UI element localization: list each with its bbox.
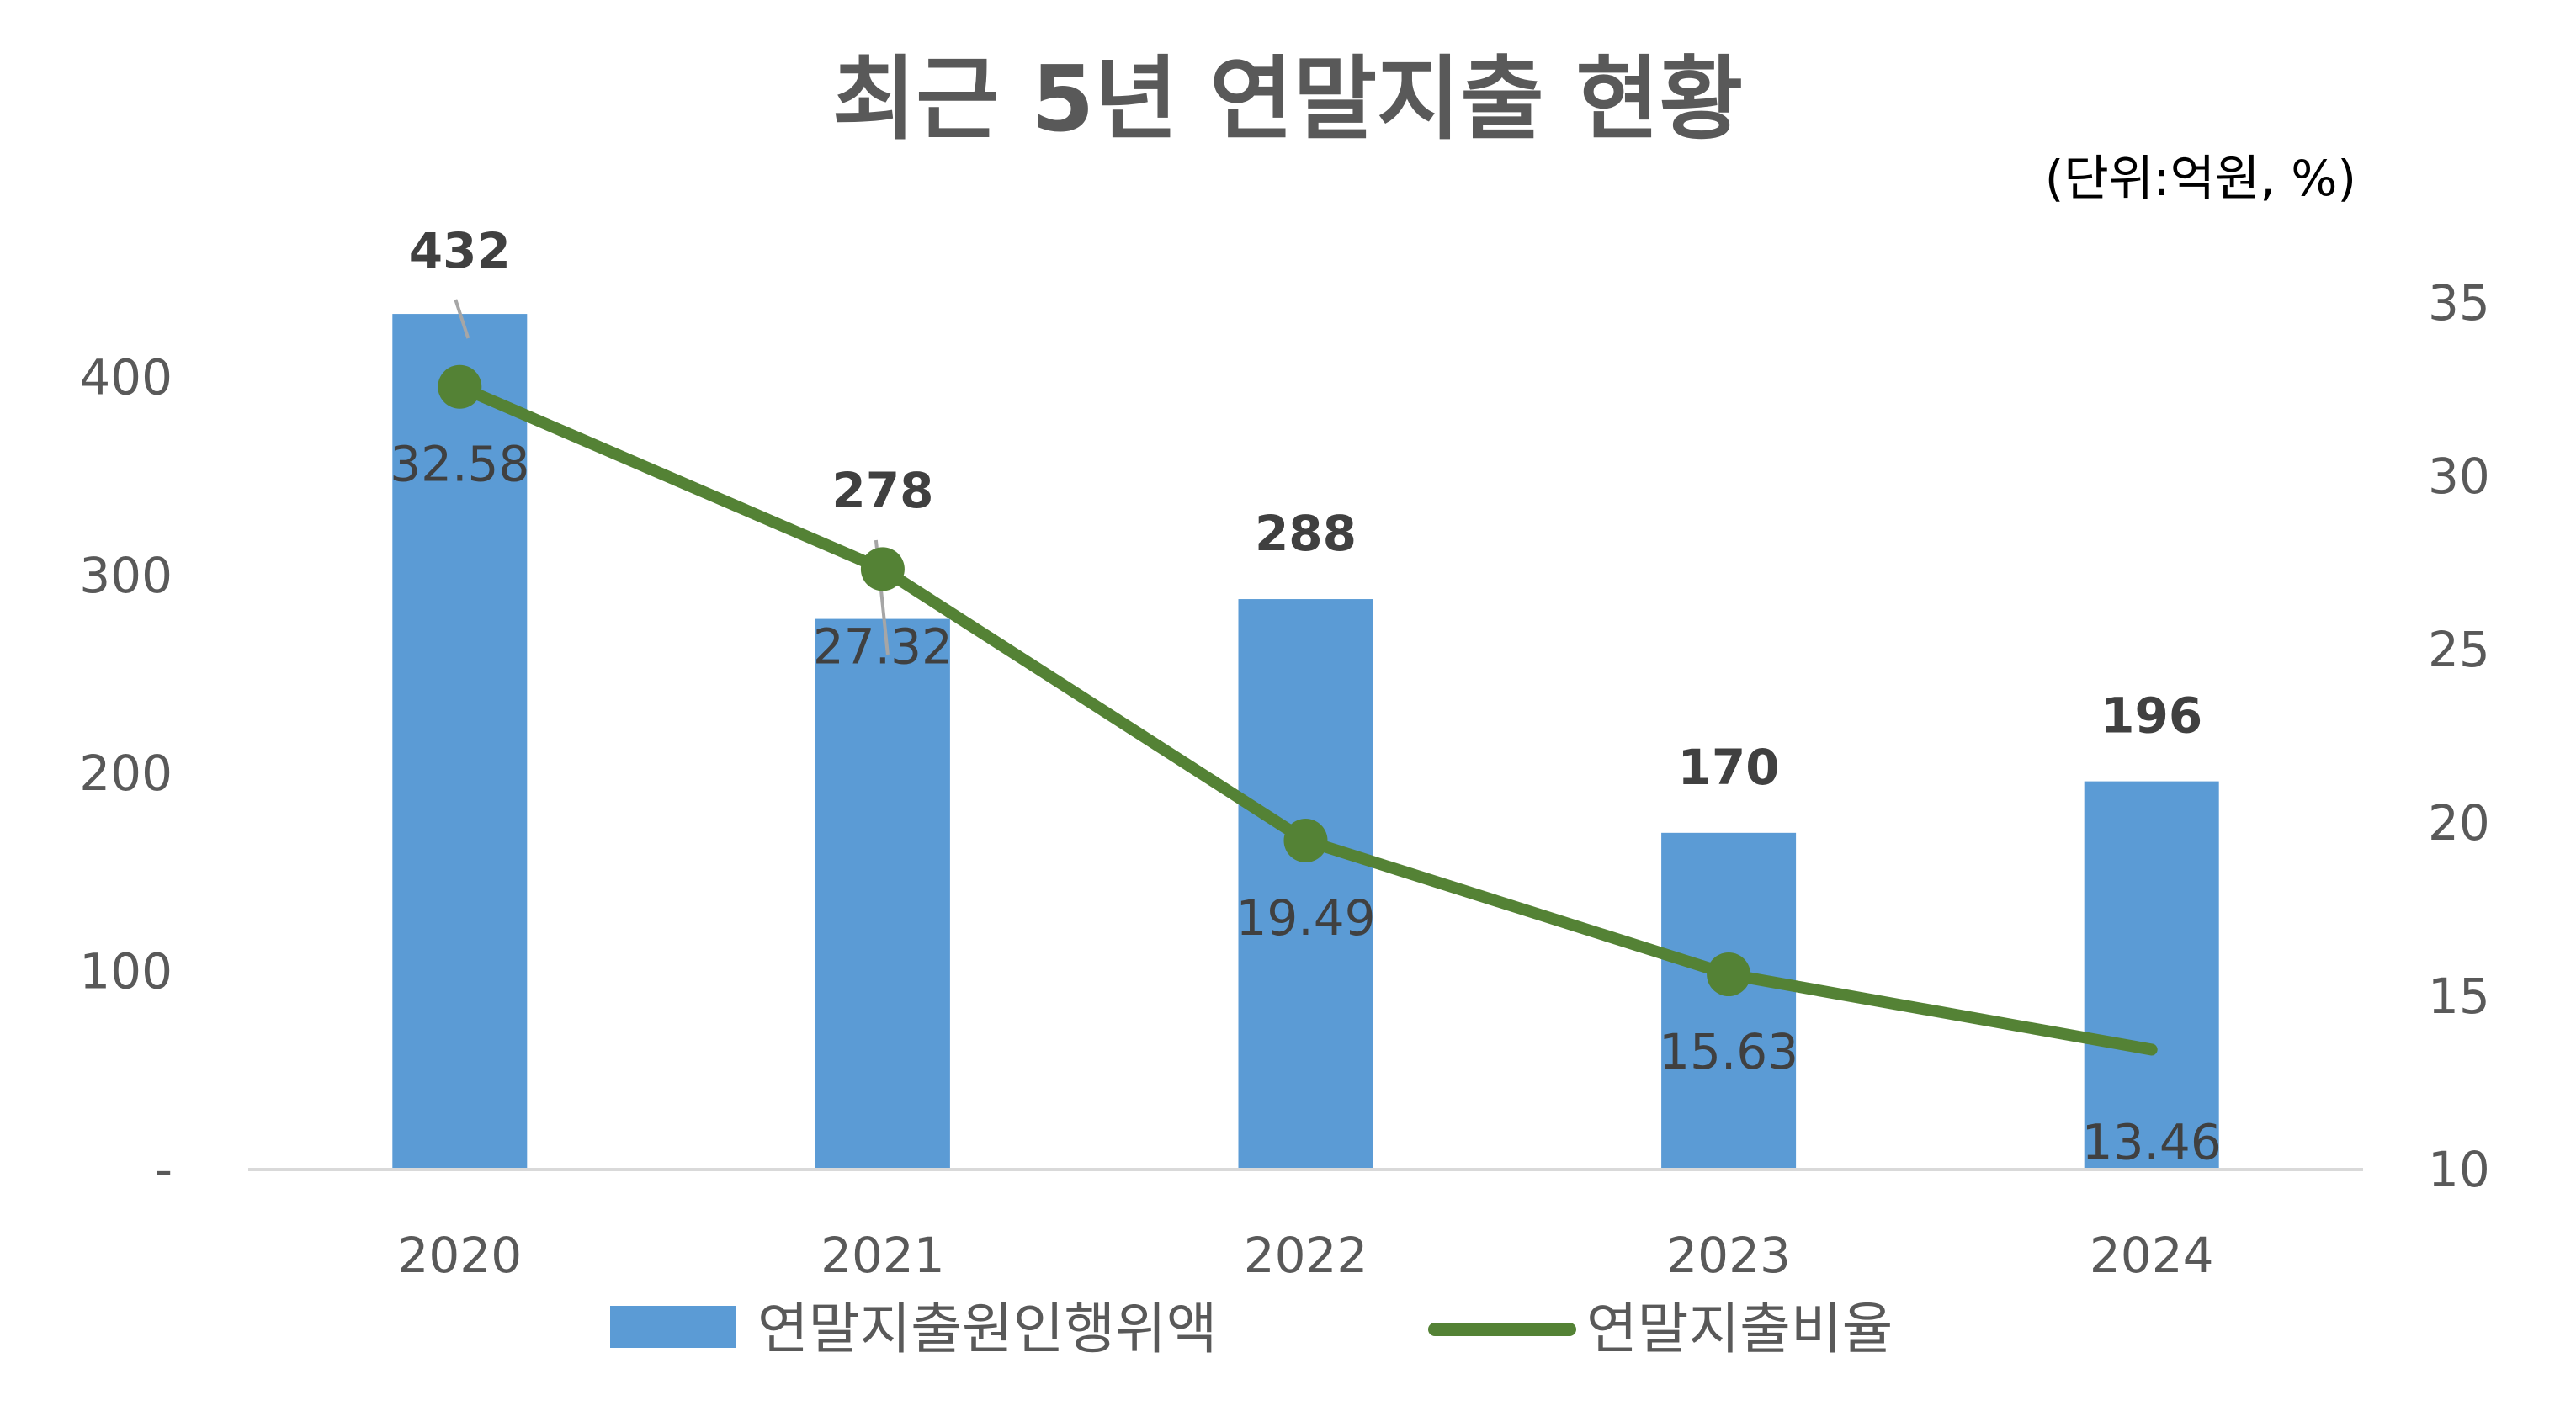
x-tick-label: 2024 [2090,1227,2214,1284]
x-tick-label: 2022 [1244,1227,1368,1284]
legend-swatch-bar [610,1306,736,1348]
bar-value-label: 278 [831,462,933,519]
line-marker [1707,952,1751,997]
bar-data-labels: 432 278 288 170 196 [409,222,2202,796]
right-y-tick-label: 35 [2428,274,2490,332]
bar [1661,832,1797,1170]
line-data-labels: 32.58 27.32 19.49 15.63 13.46 [390,436,2221,1171]
bar-value-label: 170 [1678,739,1780,796]
right-y-tick-label: 25 [2428,621,2490,678]
x-tick-label: 2023 [1666,1227,1791,1284]
right-y-tick-label: 10 [2428,1141,2490,1198]
line-series [438,364,2158,1056]
x-tick-label: 2021 [821,1227,945,1284]
bar [2084,781,2219,1170]
legend-label-line: 연말지출비율 [1586,1297,1893,1361]
bar [815,618,950,1170]
line-value-label: 15.63 [1659,1023,1798,1080]
left-y-tick-label: 400 [79,348,173,406]
line-marker [860,547,905,591]
line-value-label: 32.58 [390,436,529,493]
line-marker [1283,819,1328,863]
right-y-tick-label: 20 [2428,794,2490,851]
line-marker [438,364,482,409]
bar-value-label: 196 [2101,687,2202,745]
left-y-tick-label: 200 [79,745,173,802]
left-y-tick-label: 100 [79,943,173,1000]
legend: 연말지출원인행위액 연말지출비율 [610,1297,1893,1361]
x-tick-label: 2020 [397,1227,522,1284]
legend-label-bar: 연말지출원인행위액 [757,1297,1217,1361]
leader-line [454,299,470,339]
right-y-axis: 10 15 20 25 30 35 [2428,274,2490,1198]
left-y-tick-label: - [155,1141,173,1198]
bar [392,314,528,1170]
bar-value-label: 288 [1255,505,1357,562]
right-y-tick-label: 30 [2428,448,2490,505]
unit-note: (단위:억원, %) [2045,150,2356,207]
line-value-label: 27.32 [813,618,953,675]
line-value-label: 19.49 [1235,889,1375,947]
left-y-axis: - 100 200 300 400 [79,348,173,1198]
bar [1238,599,1373,1170]
right-y-tick-label: 15 [2428,968,2490,1025]
left-y-tick-label: 300 [79,547,173,604]
chart-title: 최근 5년 연말지출 현황 [832,47,1743,152]
bar-series [392,314,2219,1170]
line-value-label: 13.46 [2082,1113,2222,1170]
x-axis: 2020 2021 2022 2023 2024 [397,1227,2213,1284]
bar-value-label: 432 [409,222,511,279]
